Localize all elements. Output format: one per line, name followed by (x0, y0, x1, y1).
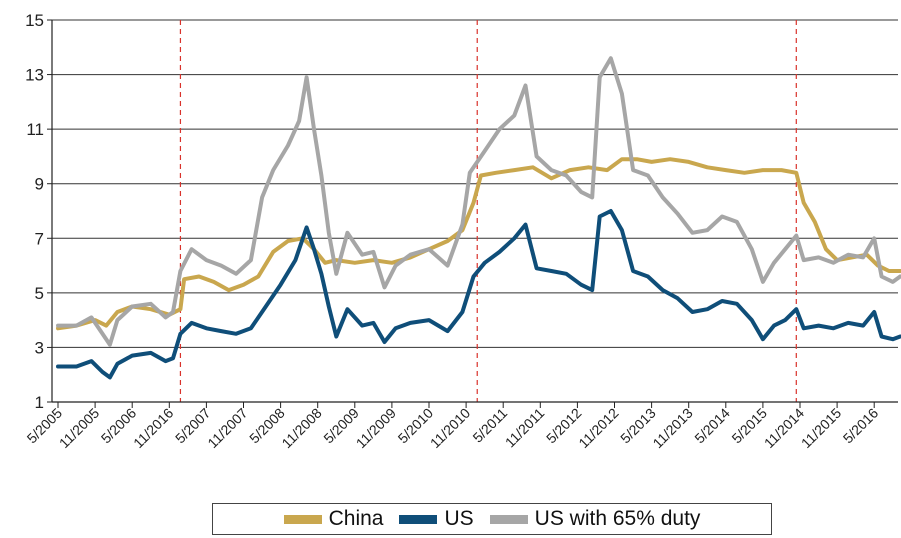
y-tick-label: 11 (26, 120, 44, 139)
y-tick-label: 5 (35, 284, 44, 303)
series-line-2 (56, 56, 901, 347)
x-tick-label: 11/2009 (353, 405, 400, 452)
y-tick-label: 13 (25, 66, 44, 85)
legend-swatch-us-duty (489, 514, 528, 524)
x-tick-label: 11/2012 (575, 405, 622, 452)
legend-item-us-duty: US with 65% duty (489, 507, 701, 531)
y-tick-label: 3 (35, 338, 44, 357)
y-tick-label: 7 (35, 229, 44, 248)
reference-lines (179, 20, 797, 402)
x-tick-label: 11/2007 (204, 405, 251, 452)
legend-label-us: US (444, 507, 474, 530)
x-tick-label: 11/2013 (649, 405, 696, 452)
series-line-1 (56, 209, 901, 380)
x-tick-label: 11/2016 (130, 405, 177, 452)
series-line-0 (56, 157, 901, 331)
x-tick-label: 11/2005 (56, 405, 103, 452)
x-tick-label: 11/2008 (278, 405, 325, 452)
x-tick-label: 11/2014 (761, 405, 808, 452)
legend-label-us-duty: US with 65% duty (534, 507, 701, 530)
x-tick-labels: 5/200511/20055/200611/20165/200711/20075… (24, 405, 882, 452)
legend-swatch-us (399, 514, 438, 524)
axes (47, 19, 898, 408)
x-tick-label: 5/2014 (691, 405, 733, 447)
gridlines (52, 19, 898, 348)
legend-item-china: China (283, 507, 384, 531)
legend-label-china: China (328, 507, 384, 530)
x-tick-label: 11/2010 (427, 405, 474, 452)
x-tick-label: 11/2011 (502, 405, 548, 451)
y-tick-label: 1 (35, 393, 44, 412)
legend-item-us: US (399, 507, 474, 531)
y-tick-label: 9 (35, 175, 44, 194)
legend-swatch-china (283, 514, 322, 524)
y-tick-label: 15 (25, 11, 44, 30)
legend: China US US with 65% duty (212, 503, 772, 535)
x-tick-label: 5/2016 (840, 405, 882, 447)
x-tick-label: 11/2015 (798, 405, 845, 452)
series-lines (56, 56, 901, 380)
